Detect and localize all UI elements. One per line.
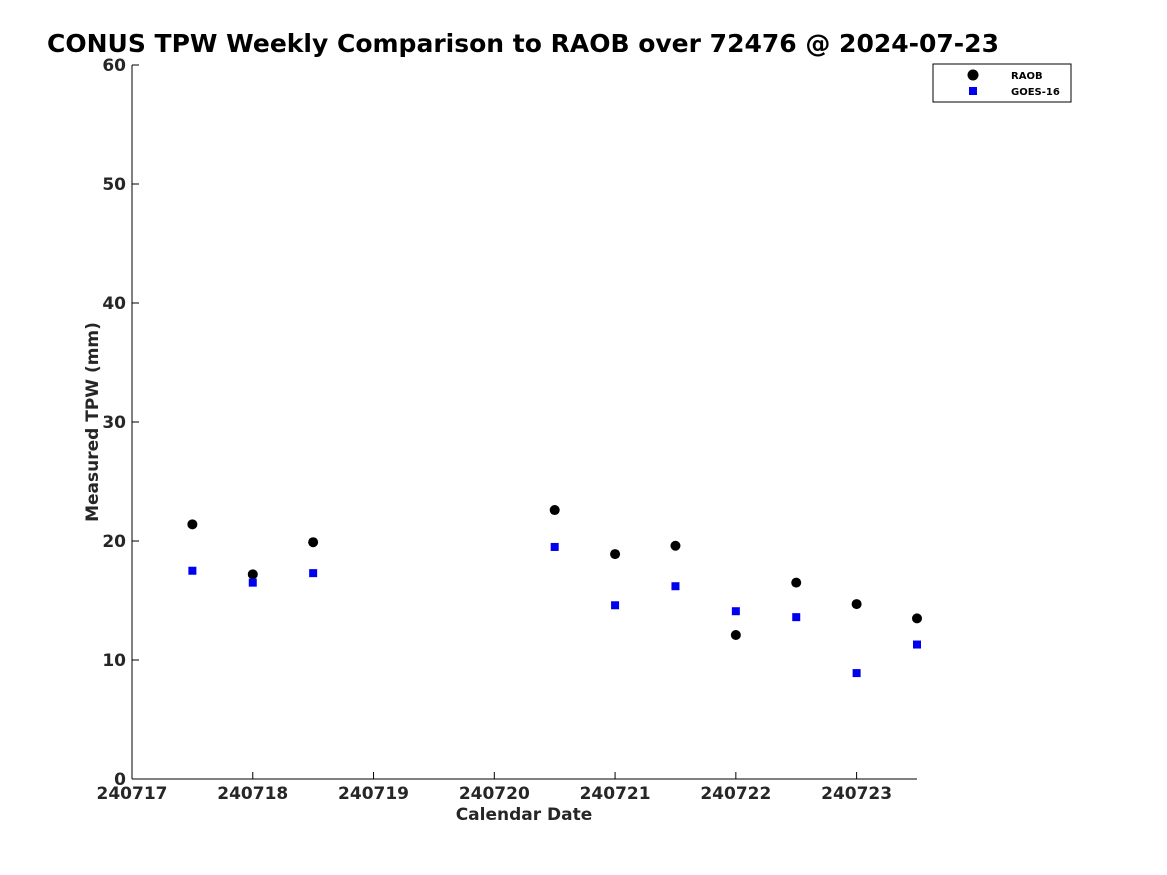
y-tick-label: 50 [102, 175, 126, 195]
point-goes16 [611, 601, 620, 610]
x-tick-label: 240719 [338, 784, 409, 804]
x-tick-label: 240717 [97, 784, 168, 804]
point-raob [791, 577, 802, 588]
y-tick-label: 20 [102, 532, 126, 552]
legend: RAOB GOES-16 [932, 63, 1072, 103]
x-tick-label: 240720 [459, 784, 530, 804]
legend-label-goes16: GOES-16 [1011, 87, 1060, 98]
point-goes16 [671, 582, 680, 591]
point-goes16 [550, 542, 559, 551]
y-tick-label: 40 [102, 294, 126, 314]
chart-title: CONUS TPW Weekly Comparison to RAOB over… [47, 29, 999, 58]
point-goes16 [248, 578, 257, 587]
y-tick-label: 30 [102, 413, 126, 433]
point-raob [912, 613, 922, 624]
point-goes16 [852, 669, 861, 678]
y-tick-label: 60 [102, 56, 126, 76]
point-raob [851, 599, 862, 610]
x-tick-label: 240721 [580, 784, 651, 804]
point-raob [549, 505, 560, 516]
y-ticks: 0 10 20 30 40 50 60 [102, 56, 139, 790]
legend-label-raob: RAOB [1011, 71, 1043, 82]
y-tick-label: 0 [114, 770, 126, 790]
x-tick-label: 240722 [700, 784, 771, 804]
data-points [187, 505, 922, 678]
point-raob [308, 537, 319, 548]
point-goes16 [913, 640, 921, 649]
point-raob [670, 540, 681, 551]
legend-marker-goes16 [969, 87, 977, 95]
x-ticks: 240717 240718 240719 240720 240721 240722 2407… [97, 772, 892, 804]
point-goes16 [731, 607, 740, 616]
x-tick-label: 240723 [821, 784, 892, 804]
y-axis-label: Measured TPW (mm) [83, 322, 103, 522]
legend-marker-raob [967, 69, 979, 81]
point-raob [247, 569, 258, 580]
legend-box [932, 63, 1072, 103]
point-raob [610, 549, 621, 560]
point-raob [187, 519, 198, 530]
point-goes16 [792, 613, 801, 622]
y-tick-label: 10 [102, 651, 126, 671]
point-goes16 [309, 569, 318, 578]
x-axis-label: Calendar Date [456, 805, 593, 825]
axes [131, 65, 917, 780]
point-goes16 [188, 566, 197, 575]
point-raob [730, 630, 741, 641]
x-tick-label: 240718 [217, 784, 288, 804]
